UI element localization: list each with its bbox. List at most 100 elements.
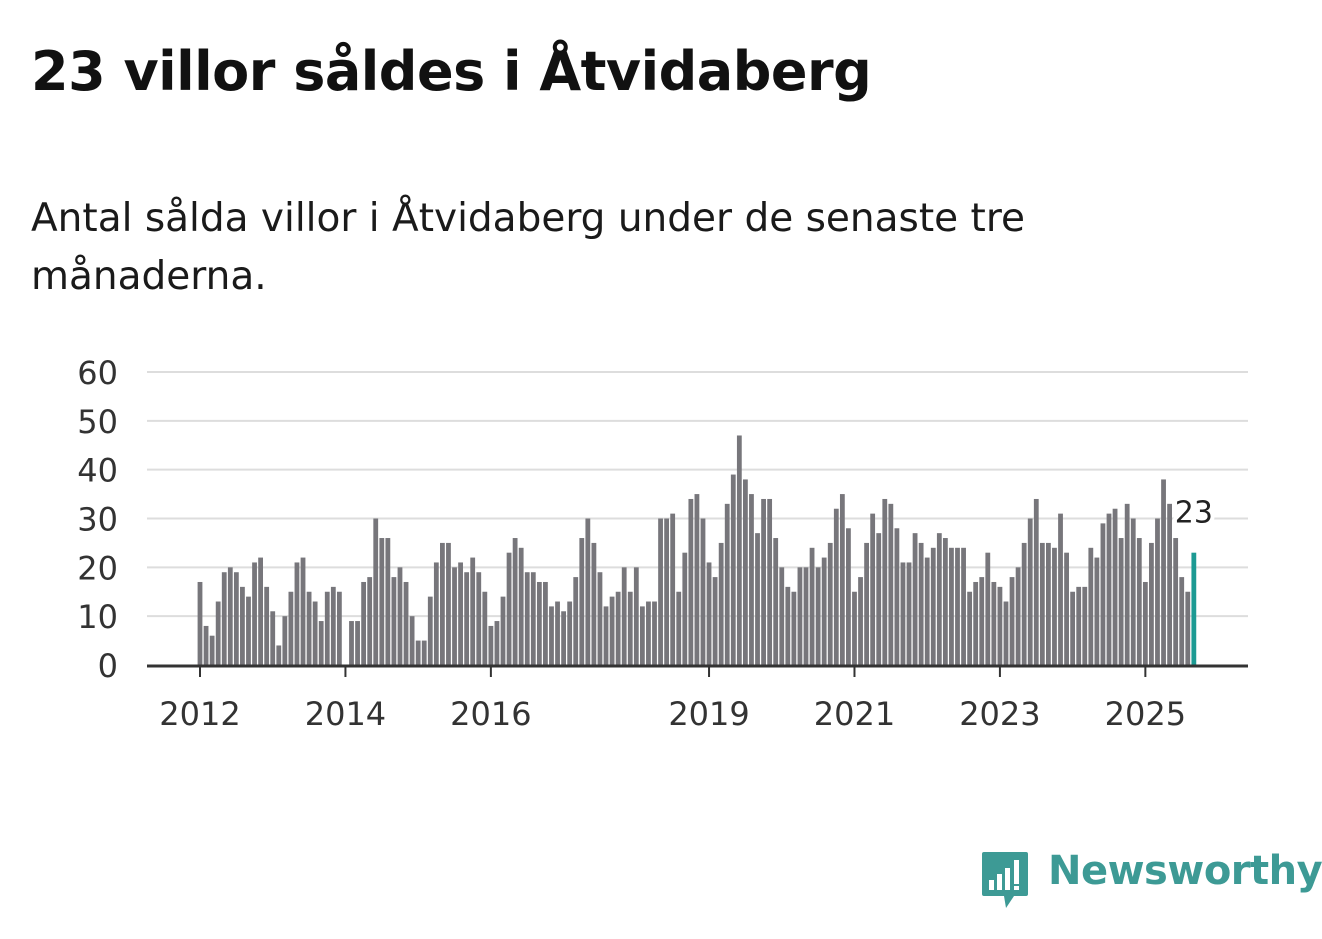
bar: [991, 581, 997, 665]
bar: [1070, 591, 1076, 665]
bar: [1052, 547, 1057, 665]
bar: [233, 572, 239, 665]
bar: [1100, 523, 1106, 665]
bar: [688, 498, 694, 665]
bar: [1124, 503, 1130, 665]
bar: [639, 606, 645, 665]
bar: [355, 621, 360, 665]
bar: [785, 586, 791, 665]
bar: [464, 572, 470, 665]
bar: [482, 591, 488, 665]
bar: [415, 640, 421, 665]
x-tick-label: 2016: [450, 695, 531, 733]
bar: [1106, 513, 1112, 665]
x-tick-label: 2012: [159, 695, 240, 733]
bar: [1021, 542, 1027, 665]
bar-series: [197, 435, 1197, 665]
bar: [530, 572, 536, 665]
bar: [476, 572, 482, 665]
bar: [324, 591, 330, 665]
bar: [585, 518, 591, 665]
bar: [718, 542, 724, 665]
bar: [567, 601, 573, 665]
bar: [1064, 552, 1069, 665]
bar: [421, 640, 427, 665]
bar: [603, 606, 609, 665]
bar: [1118, 538, 1124, 665]
chart-title: 23 villor såldes i Åtvidaberg: [31, 40, 872, 103]
bar: [1185, 591, 1191, 665]
bar: [615, 591, 621, 665]
bar: [894, 528, 900, 665]
bar: [1088, 547, 1094, 665]
bar: [646, 601, 651, 665]
bar: [936, 533, 942, 665]
bar: [579, 538, 585, 665]
y-tick-label: 10: [77, 598, 118, 636]
y-tick-label: 0: [98, 647, 118, 685]
newsworthy-logo: Newsworthy: [980, 848, 1322, 912]
y-tick-label: 40: [77, 452, 118, 490]
bar: [488, 625, 494, 665]
bar: [724, 503, 730, 665]
x-tick-label: 2025: [1105, 695, 1186, 733]
bar: [433, 562, 439, 665]
bar: [1058, 513, 1063, 665]
bar: [361, 581, 367, 665]
bar: [791, 591, 797, 665]
newsworthy-logo-icon: [982, 852, 1028, 908]
bar: [779, 567, 785, 665]
bar: [797, 567, 803, 665]
brand-name: Newsworthy: [1048, 848, 1322, 894]
bar: [930, 547, 936, 665]
bar: [270, 611, 276, 665]
highlight-value-label: 23: [1175, 496, 1213, 531]
bar: [809, 547, 815, 665]
bar: [282, 616, 288, 665]
bar: [391, 577, 397, 665]
x-tick-label: 2019: [668, 695, 749, 733]
bar: [1039, 542, 1045, 665]
bar: [676, 591, 682, 665]
bar: [882, 498, 888, 665]
bar: [524, 572, 530, 665]
bar: [258, 557, 263, 665]
bar: [1155, 518, 1160, 665]
bar: [749, 494, 754, 665]
y-tick-label: 50: [77, 403, 118, 441]
bar: [379, 538, 385, 665]
bar: [403, 581, 409, 665]
bar: [246, 596, 251, 665]
bar: [761, 498, 766, 665]
bar: [827, 542, 833, 665]
bar: [858, 577, 863, 665]
bar: [955, 547, 960, 665]
bar: [500, 596, 506, 665]
bar: [221, 572, 227, 665]
bar: [336, 591, 342, 665]
bar: [367, 577, 373, 665]
x-tick-label: 2014: [305, 695, 386, 733]
bar: [1161, 479, 1166, 665]
bar: [1136, 538, 1142, 665]
bar: [300, 557, 306, 665]
bar: [264, 586, 270, 665]
bar: [597, 572, 603, 665]
bar: [1076, 586, 1082, 665]
bar: [658, 518, 663, 665]
bar: [470, 557, 476, 665]
bar: [627, 591, 633, 665]
x-tick-label: 2021: [814, 695, 895, 733]
bar: [385, 538, 391, 665]
bar: [458, 562, 463, 665]
bar: [512, 538, 518, 665]
bar: [573, 577, 579, 665]
bar: [1009, 577, 1015, 665]
bar: [543, 581, 548, 665]
bar: [1167, 503, 1172, 665]
bar: [536, 581, 542, 665]
bar: [730, 474, 736, 665]
bar: [1179, 577, 1185, 665]
bar: [1094, 557, 1100, 665]
